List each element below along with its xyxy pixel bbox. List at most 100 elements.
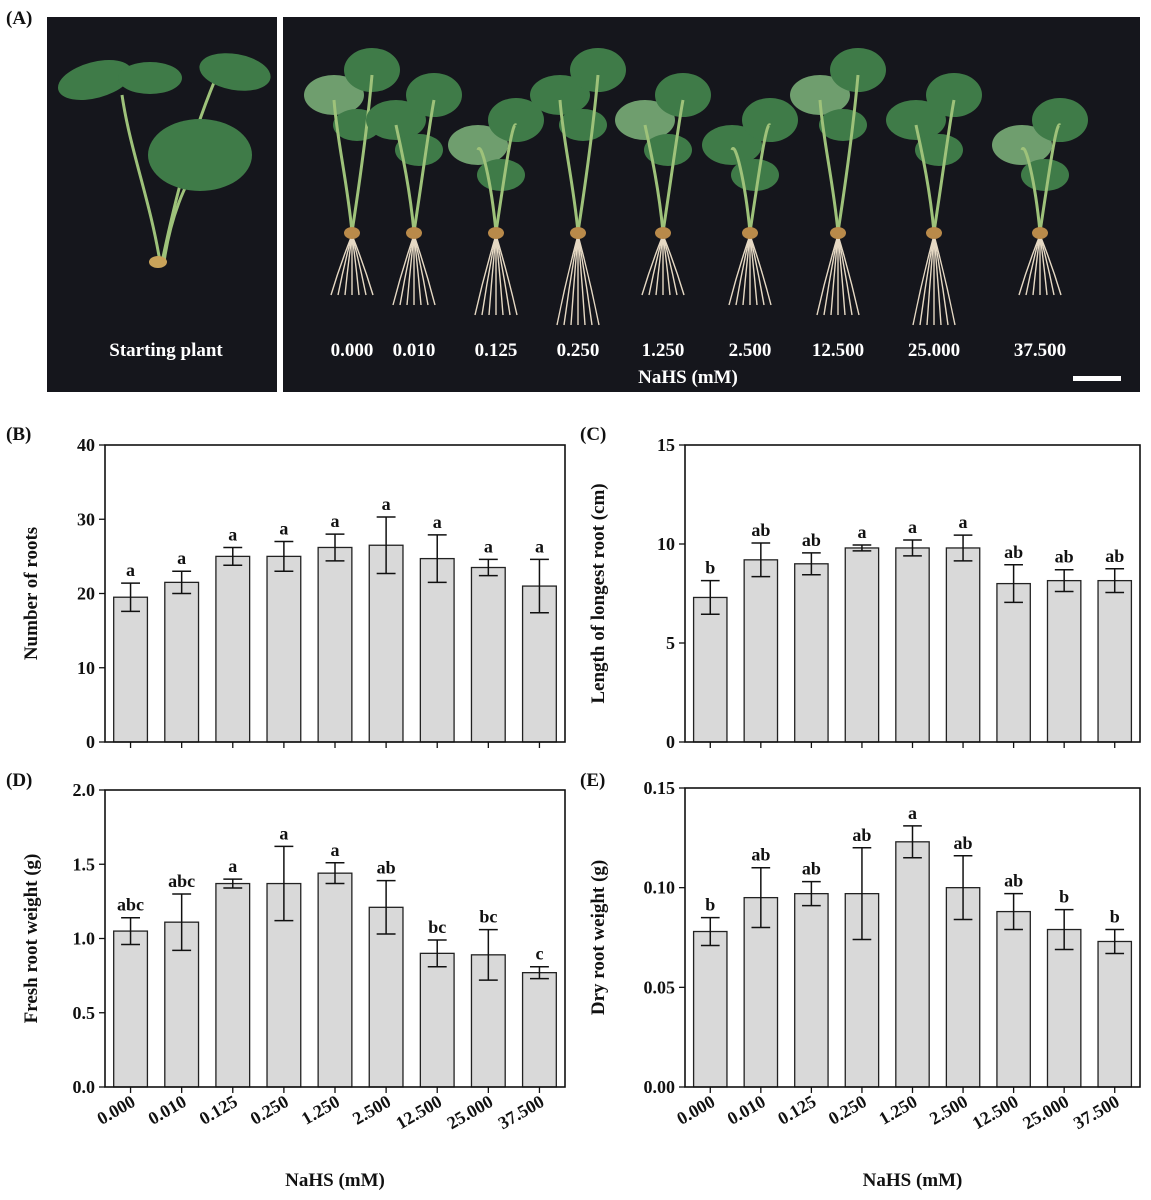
root [816,234,839,316]
root [926,234,935,326]
leaf [488,98,544,142]
plot-frame [684,444,1141,743]
stem [476,146,498,233]
y-tick-label: 10 [657,534,675,554]
crown [570,227,586,239]
x-axis-label: NaHS (mM) [863,1170,963,1191]
significance-label: ab [377,858,396,878]
significance-label: a [331,840,340,860]
stem [914,124,936,233]
leaf [1032,98,1088,142]
stem [120,94,162,263]
y-tick-label: 0.10 [644,878,676,898]
significance-label: ab [1055,547,1074,567]
leaf [915,134,963,166]
leaf [742,98,798,142]
chart-panel-b: (B) a a a a a a a a a 0 10 20 30 40 Number of roots [6,424,566,752]
bar [1046,579,1082,743]
stem [494,123,518,233]
root [570,234,579,326]
leaf [304,75,364,115]
crown [655,227,671,239]
bar [1046,928,1082,1088]
significance-label: ab [1004,542,1023,562]
crown [149,256,167,268]
starting-plant-label: Starting plant [109,340,223,361]
root [577,234,593,326]
scale-bar [1073,376,1121,381]
bar [215,555,251,743]
root [563,234,579,326]
bar [844,547,880,743]
leaf [655,73,711,117]
stem [558,99,580,233]
y-axis-label: Dry root weight (g) [588,860,609,1015]
leaf [395,134,443,166]
root [481,234,497,316]
treatment-label: 12.500 [812,340,864,361]
chart-panel-d: (D) abc 0.000 abc 0.010 a 0.125 a 0.250 a 1.250 ab 2… [6,770,566,1191]
x-tick-label: 12.500 [969,1091,1022,1133]
x-tick-label: 1.250 [298,1091,343,1129]
x-tick-label: 2.500 [349,1091,394,1129]
bar [317,546,353,743]
bar [692,930,728,1088]
root [392,234,415,306]
stem [394,124,416,233]
y-tick-label: 0 [666,732,675,752]
significance-label: b [1059,887,1069,907]
y-tick-label: 40 [77,435,95,455]
root [933,234,956,326]
starting-plant-photo [47,17,277,392]
stem [748,123,772,233]
x-tick-label: 0.125 [196,1091,241,1129]
y-tick-label: 0.5 [73,1003,96,1023]
treatment-plant: 1.250 [615,73,711,361]
bar [1097,579,1133,743]
significance-label: bc [479,907,497,927]
stem [818,99,840,233]
treatment-label: 2.500 [729,340,772,361]
bar [215,882,251,1088]
bar [895,547,930,743]
significance-label: a [908,803,917,823]
bar [419,557,455,743]
significance-label: ab [751,520,770,540]
x-tick-label: 0.250 [825,1091,870,1129]
treatment-plant: 0.010 [366,73,462,361]
root [735,234,751,306]
significance-label: a [535,536,544,556]
significance-label: ab [954,833,973,853]
bar [521,972,557,1088]
root [823,234,839,316]
plot-frame [684,787,1141,1088]
bar [743,896,779,1088]
y-tick-label: 20 [77,584,95,604]
x-tick-label: 2.500 [926,1091,971,1129]
y-tick-label: 0.15 [644,778,676,798]
x-tick-label: 37.500 [495,1091,548,1133]
y-tick-label: 1.0 [73,929,96,949]
treatment-label: 1.250 [642,340,685,361]
x-tick-label: 0.010 [724,1091,769,1129]
leaf [790,75,850,115]
treatment-label: 0.125 [475,340,518,361]
stem [1038,123,1062,233]
significance-label: ab [1004,871,1023,891]
treatment-plant: 0.250 [530,48,626,361]
significance-label: ab [1105,546,1124,566]
root [742,234,751,306]
x-tick-label: 37.500 [1070,1091,1123,1133]
treatment-label: 0.000 [331,340,374,361]
leaf [148,119,252,191]
significance-label: abc [168,871,195,891]
bar [945,547,981,743]
bar [945,887,981,1088]
crown [488,227,504,239]
crown [830,227,846,239]
chart-panel-c: (C) b ab ab a a a ab ab ab 0 5 10 15 Length of longest… [580,424,1141,752]
panel-a-label: (A) [6,8,32,29]
bar [794,563,829,743]
leaf [199,53,271,91]
